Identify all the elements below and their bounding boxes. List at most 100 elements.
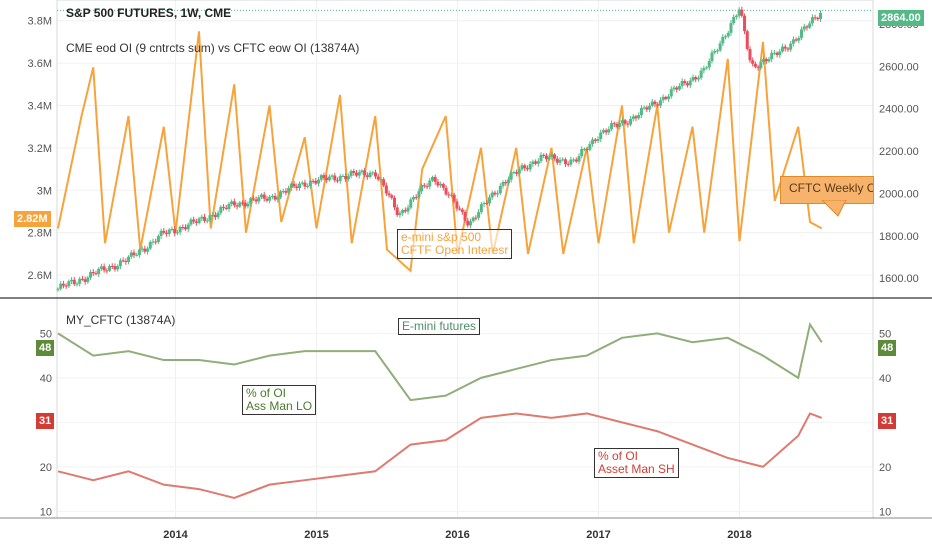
candle-body [794,39,798,41]
candle-body [463,212,467,221]
candle-body [257,197,261,202]
annotation-emini-oi[interactable]: e-mini s&p 500 CFTF Open Interesr [397,229,513,259]
candle-body [211,214,215,216]
candle-body [517,169,521,174]
candle-body [696,77,700,80]
candle-body [330,175,334,177]
candle-body [319,175,323,180]
candle-body [612,123,616,125]
annotation-lo-line2: Ass Man LO [246,399,313,413]
candle-body [273,196,277,200]
lower-tick-left-50: 50 [40,328,52,340]
candle-body [753,63,757,67]
candle-body [184,227,188,230]
annotation-sh-line1: % of OI [598,449,639,463]
candle-body [479,204,483,213]
candle-body [373,172,377,177]
candle-body [146,248,150,252]
lower-tick-right-50: 50 [879,328,891,340]
candle-body [170,229,174,231]
annotation-emini-futures[interactable]: E-mini futures [398,318,481,335]
candle-body [561,159,565,161]
axes [0,0,932,519]
lower-tick-right-20: 20 [879,462,891,474]
candle-body [420,185,424,192]
candle-body [509,172,513,180]
candle-body [159,230,163,237]
annotation-lo[interactable]: % of OI Ass Man LO [242,385,317,415]
candle-body [414,197,418,199]
sh-series-line [57,412,823,500]
candle-body [59,283,63,289]
oi-series-layer [57,31,823,273]
oi-tick-2.8M: 2.8M [28,228,52,240]
candle-body [707,61,711,68]
candle-body [729,23,733,33]
candle-body [422,185,426,187]
study-title[interactable]: CME eod OI (9 cntrcts sum) vs CFTC eow O… [66,41,360,55]
annotation-cftc-weekly[interactable]: CFTC Weekly C [780,176,874,204]
candle-body [772,52,776,54]
candle-body [756,66,760,68]
candle-body [140,248,144,250]
candle-body [64,285,68,287]
candle-body [346,176,350,180]
candle-body [178,226,182,233]
candle-body [726,32,730,37]
candle-body [243,202,247,207]
candle-body [458,208,462,210]
candle-body [235,205,239,207]
candle-body [664,96,668,99]
candle-body [789,43,793,50]
candle-body [287,187,291,193]
candle-body [327,176,331,181]
plot-border [56,0,874,519]
candle-body [675,87,679,90]
candle-body [702,68,706,71]
candle-body [523,165,527,169]
candle-body [227,203,231,209]
lower-tick-right-10: 10 [879,506,891,518]
lower-study-title[interactable]: MY_CFTC (13874A) [66,313,176,327]
candle-body [113,266,117,270]
candle-body [384,185,388,194]
candle-body [599,132,603,140]
candle-body [745,31,749,49]
candle-body [230,201,234,204]
candle-body [767,59,771,62]
candle-body [531,161,535,165]
candle-body [686,83,690,86]
candle-body [379,179,383,181]
candle-body [205,220,209,222]
candle-body [710,52,714,62]
candle-body [251,198,255,200]
candle-body [200,216,204,219]
candle-body [430,177,434,181]
candle-body [124,260,128,263]
candle-body [102,266,106,271]
symbol-title[interactable]: S&P 500 FUTURES, 1W, CME [66,6,232,20]
candle-body [417,191,421,198]
candle-body [303,182,307,187]
candle-body [577,156,581,162]
candle-body [409,199,413,208]
candle-body [208,215,212,221]
candle-body [740,9,744,16]
candle-body [699,70,703,78]
candle-body [813,17,817,19]
candle-body [132,252,136,256]
candle-body [94,273,98,275]
candle-body [354,172,358,176]
candle-body [800,29,804,38]
candle-body [219,206,223,213]
lo-right-tag: 48 [878,340,897,356]
candle-body [743,15,747,32]
candle-body [539,154,543,162]
candle-body [86,277,90,282]
candle-body [401,210,405,214]
candle-body [363,170,367,176]
candle-body [428,180,432,187]
annotation-sh[interactable]: % of OI Asset Man SH [594,448,679,478]
